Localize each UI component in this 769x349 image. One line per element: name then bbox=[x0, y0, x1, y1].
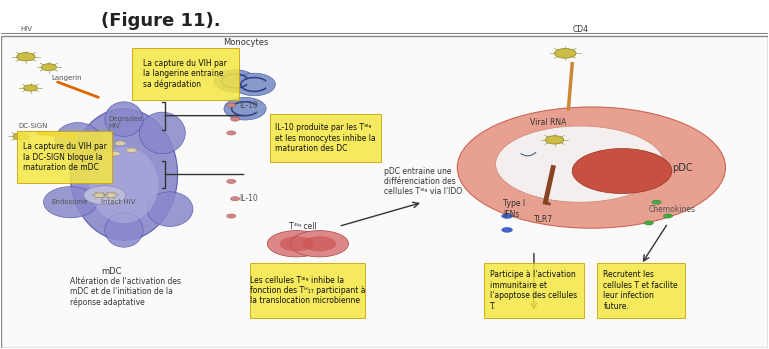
Text: CD4: CD4 bbox=[572, 24, 588, 34]
FancyBboxPatch shape bbox=[2, 36, 767, 348]
Text: Altération de l'activation des
mDC et de l'initiation de la
réponse adaptative: Altération de l'activation des mDC et de… bbox=[70, 277, 181, 307]
Circle shape bbox=[115, 141, 125, 146]
Text: pDC: pDC bbox=[672, 163, 692, 172]
Text: Type I
IFNs: Type I IFNs bbox=[503, 199, 525, 219]
Ellipse shape bbox=[105, 102, 143, 136]
Ellipse shape bbox=[70, 109, 178, 240]
FancyBboxPatch shape bbox=[597, 263, 685, 318]
Circle shape bbox=[17, 53, 35, 61]
Ellipse shape bbox=[147, 192, 193, 227]
Circle shape bbox=[105, 193, 116, 198]
Circle shape bbox=[24, 85, 38, 91]
Circle shape bbox=[501, 228, 512, 232]
Circle shape bbox=[42, 64, 57, 70]
Text: DC-SIGN: DC-SIGN bbox=[18, 123, 48, 129]
Circle shape bbox=[231, 117, 240, 121]
Circle shape bbox=[545, 136, 564, 144]
Circle shape bbox=[501, 214, 512, 218]
Ellipse shape bbox=[44, 187, 97, 218]
Text: IL-10: IL-10 bbox=[239, 194, 258, 203]
Circle shape bbox=[290, 231, 348, 257]
Text: mDC: mDC bbox=[101, 267, 122, 276]
Text: Degraded
HIV: Degraded HIV bbox=[108, 116, 143, 129]
FancyBboxPatch shape bbox=[270, 114, 381, 162]
Circle shape bbox=[664, 214, 673, 218]
Circle shape bbox=[109, 151, 120, 156]
Text: Chemokines: Chemokines bbox=[649, 205, 696, 214]
Circle shape bbox=[652, 200, 661, 204]
Text: TLR7: TLR7 bbox=[534, 215, 553, 224]
Text: IL-10 produite par les Tᴲᴵᶢ
et les monocytes inhibe la
maturation des DC: IL-10 produite par les Tᴲᴵᶢ et les monoc… bbox=[275, 123, 375, 153]
Text: Intact HIV: Intact HIV bbox=[101, 199, 135, 205]
Circle shape bbox=[495, 126, 664, 202]
Circle shape bbox=[231, 196, 240, 201]
Circle shape bbox=[94, 193, 105, 198]
Text: La capture du VIH par
la DC-SIGN bloque la
maturation de mDC: La capture du VIH par la DC-SIGN bloque … bbox=[22, 142, 107, 172]
Ellipse shape bbox=[233, 73, 275, 96]
Circle shape bbox=[644, 221, 654, 225]
Circle shape bbox=[227, 103, 236, 107]
Text: Monocytes: Monocytes bbox=[224, 38, 269, 47]
Text: Recrutent les
cellules T et facilite
leur infection
future.: Recrutent les cellules T et facilite leu… bbox=[604, 270, 678, 311]
Text: IL-10: IL-10 bbox=[239, 101, 258, 110]
Circle shape bbox=[572, 149, 672, 194]
Circle shape bbox=[268, 231, 325, 257]
Circle shape bbox=[279, 236, 313, 251]
Circle shape bbox=[227, 179, 236, 184]
Circle shape bbox=[458, 107, 725, 228]
Text: Endosome: Endosome bbox=[52, 199, 88, 205]
Ellipse shape bbox=[55, 122, 101, 157]
Ellipse shape bbox=[139, 112, 185, 154]
Text: La capture du VIH par
la langerine entraine
sa dégradation: La capture du VIH par la langerine entra… bbox=[143, 59, 227, 89]
FancyBboxPatch shape bbox=[484, 263, 584, 318]
FancyBboxPatch shape bbox=[17, 131, 112, 183]
Circle shape bbox=[227, 131, 236, 135]
Text: Tᴲᴵᶢ cell: Tᴲᴵᶢ cell bbox=[288, 222, 317, 231]
Text: Les cellules Tᴲᴵᶢ inhibe la
fonction des Tᴴ₁₇ participant à
la translocation mic: Les cellules Tᴲᴵᶢ inhibe la fonction des… bbox=[250, 276, 365, 305]
Text: pDC entraine une
différenciation des
cellules Tᴲᴵᶢ via l'IDO: pDC entraine une différenciation des cel… bbox=[384, 166, 463, 196]
Circle shape bbox=[302, 236, 336, 251]
Ellipse shape bbox=[105, 213, 143, 247]
Circle shape bbox=[227, 214, 236, 218]
Ellipse shape bbox=[214, 70, 256, 92]
FancyBboxPatch shape bbox=[251, 263, 365, 318]
FancyBboxPatch shape bbox=[131, 48, 239, 100]
Ellipse shape bbox=[89, 147, 158, 223]
Circle shape bbox=[554, 49, 576, 58]
Text: (Figure 11).: (Figure 11). bbox=[101, 12, 221, 30]
Ellipse shape bbox=[224, 97, 266, 120]
Text: HIV: HIV bbox=[21, 26, 32, 32]
Text: Participe à l'activation
immunitaire et
l'apoptose des cellules
T.: Participe à l'activation immunitaire et … bbox=[491, 270, 578, 311]
Text: Viral RNA: Viral RNA bbox=[530, 118, 567, 127]
Circle shape bbox=[13, 133, 28, 140]
Text: Langerin: Langerin bbox=[52, 75, 82, 81]
Circle shape bbox=[126, 148, 137, 153]
Ellipse shape bbox=[84, 186, 126, 205]
